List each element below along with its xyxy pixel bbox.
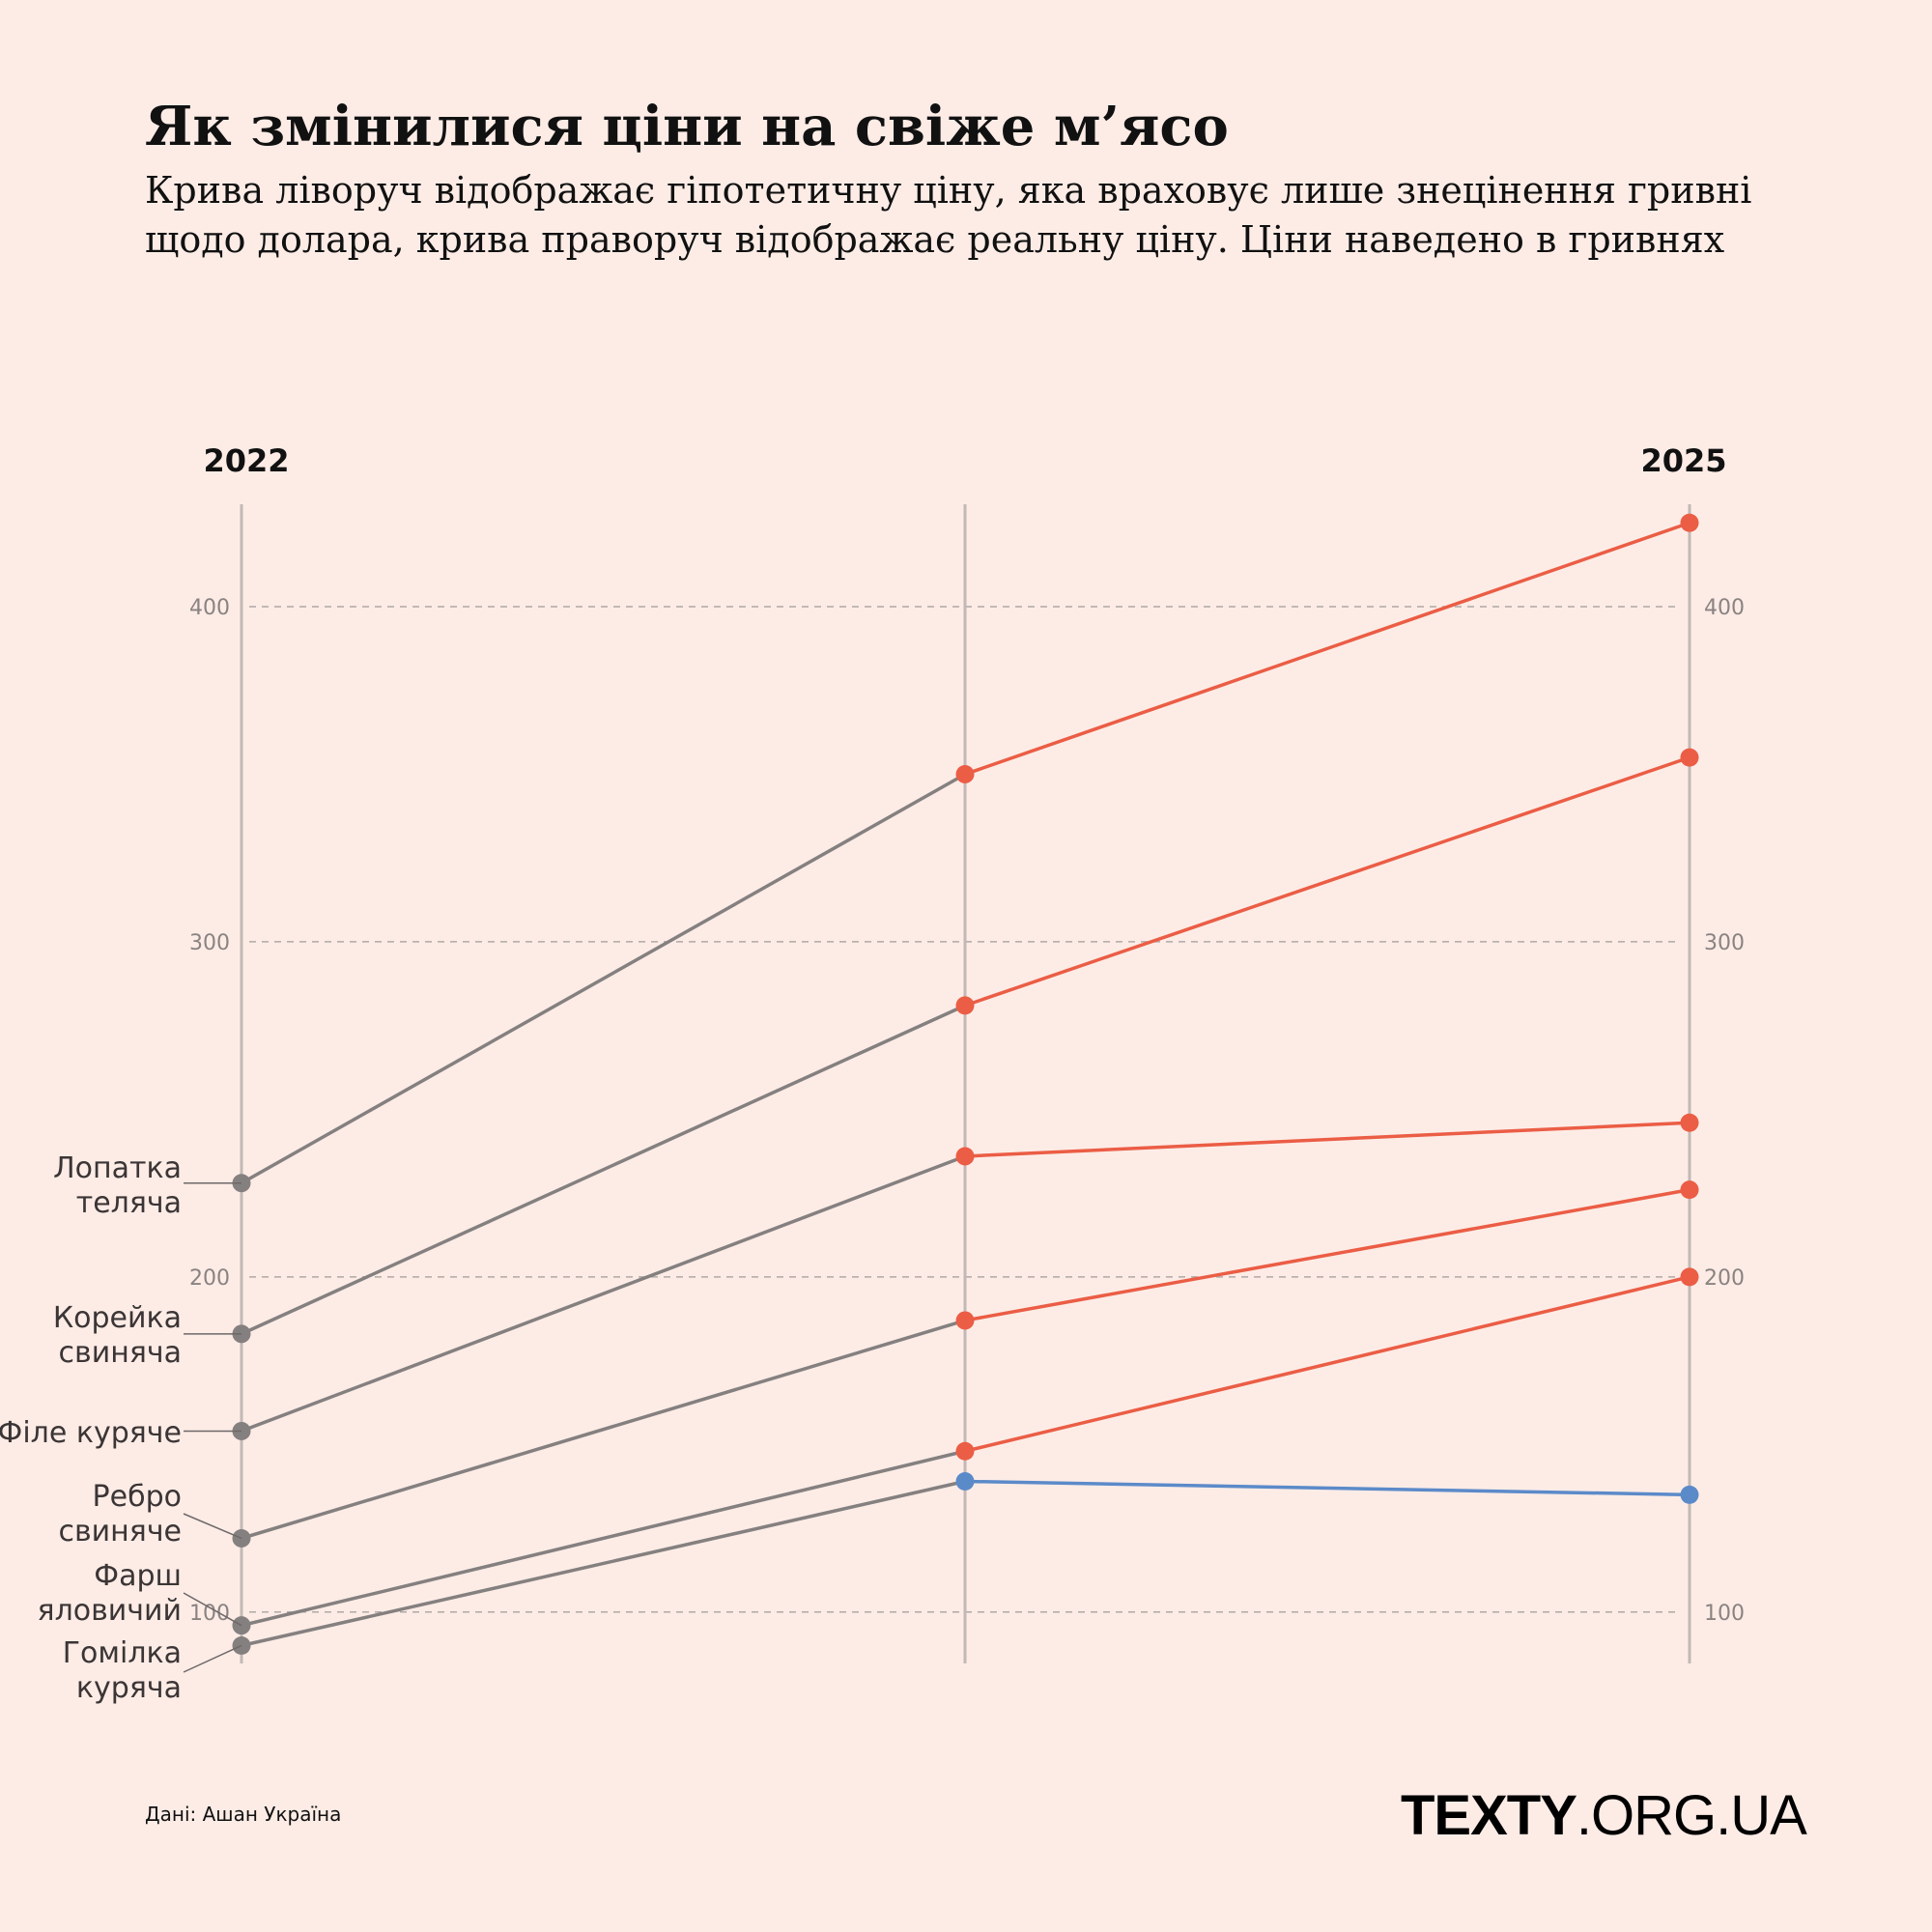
point-2025	[1680, 1180, 1699, 1200]
column-label-2022: 2022	[203, 442, 289, 479]
chart-subtitle: Крива ліворуч відображає гіпотетичну цін…	[145, 169, 1752, 261]
hypothetical-line	[241, 1004, 966, 1336]
y-tick-right: 100	[1704, 1602, 1745, 1626]
point-hypothetical	[955, 1441, 975, 1461]
label-connector	[183, 1592, 242, 1627]
point-hypothetical	[955, 1147, 975, 1166]
real-line	[964, 755, 1690, 1008]
series-label: Гомілка	[63, 1636, 182, 1670]
source-note: Дані: Ашан Україна	[145, 1803, 342, 1826]
point-2025	[1680, 748, 1699, 767]
series-label: теляча	[76, 1186, 182, 1220]
label-connector	[183, 1513, 242, 1540]
real-line	[964, 1275, 1690, 1453]
real-line	[964, 521, 1690, 777]
real-line	[964, 1479, 1690, 1497]
hypothetical-line	[241, 1449, 966, 1628]
point-2025	[1680, 513, 1699, 532]
point-hypothetical	[955, 1471, 975, 1491]
series-label: Філе куряче	[0, 1416, 182, 1450]
series-label: Ребро	[93, 1480, 182, 1514]
hypothetical-line	[241, 1319, 966, 1541]
texty-logo: TEXTY.ORG.UA	[1401, 1783, 1807, 1848]
y-tick-left: 200	[189, 1266, 230, 1291]
chart-title: Як змінилися ціни на свіже м’ясо	[145, 95, 1229, 158]
real-line	[964, 1121, 1690, 1158]
point-hypothetical	[955, 1311, 975, 1330]
hypothetical-line	[241, 1154, 966, 1434]
logo-bold: TEXTY	[1401, 1784, 1577, 1847]
y-tick-right: 400	[1704, 596, 1745, 620]
real-line	[964, 1187, 1690, 1322]
point-2025	[1680, 1267, 1699, 1287]
series-label: свиняча	[59, 1336, 182, 1370]
hypothetical-line	[241, 772, 966, 1185]
label-connector	[183, 1644, 242, 1673]
series-label: куряча	[76, 1671, 182, 1705]
y-tick-left: 400	[189, 596, 230, 620]
y-tick-left: 300	[189, 931, 230, 955]
point-hypothetical	[955, 764, 975, 783]
series-label: Лопатка	[53, 1151, 182, 1185]
series-label: яловичий	[38, 1594, 182, 1628]
point-2025	[1680, 1485, 1699, 1504]
y-tick-right: 200	[1704, 1266, 1745, 1291]
series-label: Фарш	[94, 1559, 182, 1593]
point-2025	[1680, 1113, 1699, 1132]
y-tick-right: 300	[1704, 931, 1745, 955]
column-label-2025: 2025	[1640, 442, 1726, 479]
hypothetical-line	[241, 1479, 966, 1648]
logo-light: .ORG.UA	[1576, 1784, 1807, 1847]
series-label: Корейка	[53, 1301, 182, 1335]
series-label: свиняче	[58, 1515, 182, 1548]
point-hypothetical	[955, 996, 975, 1015]
y-tick-left: 100	[189, 1602, 230, 1626]
